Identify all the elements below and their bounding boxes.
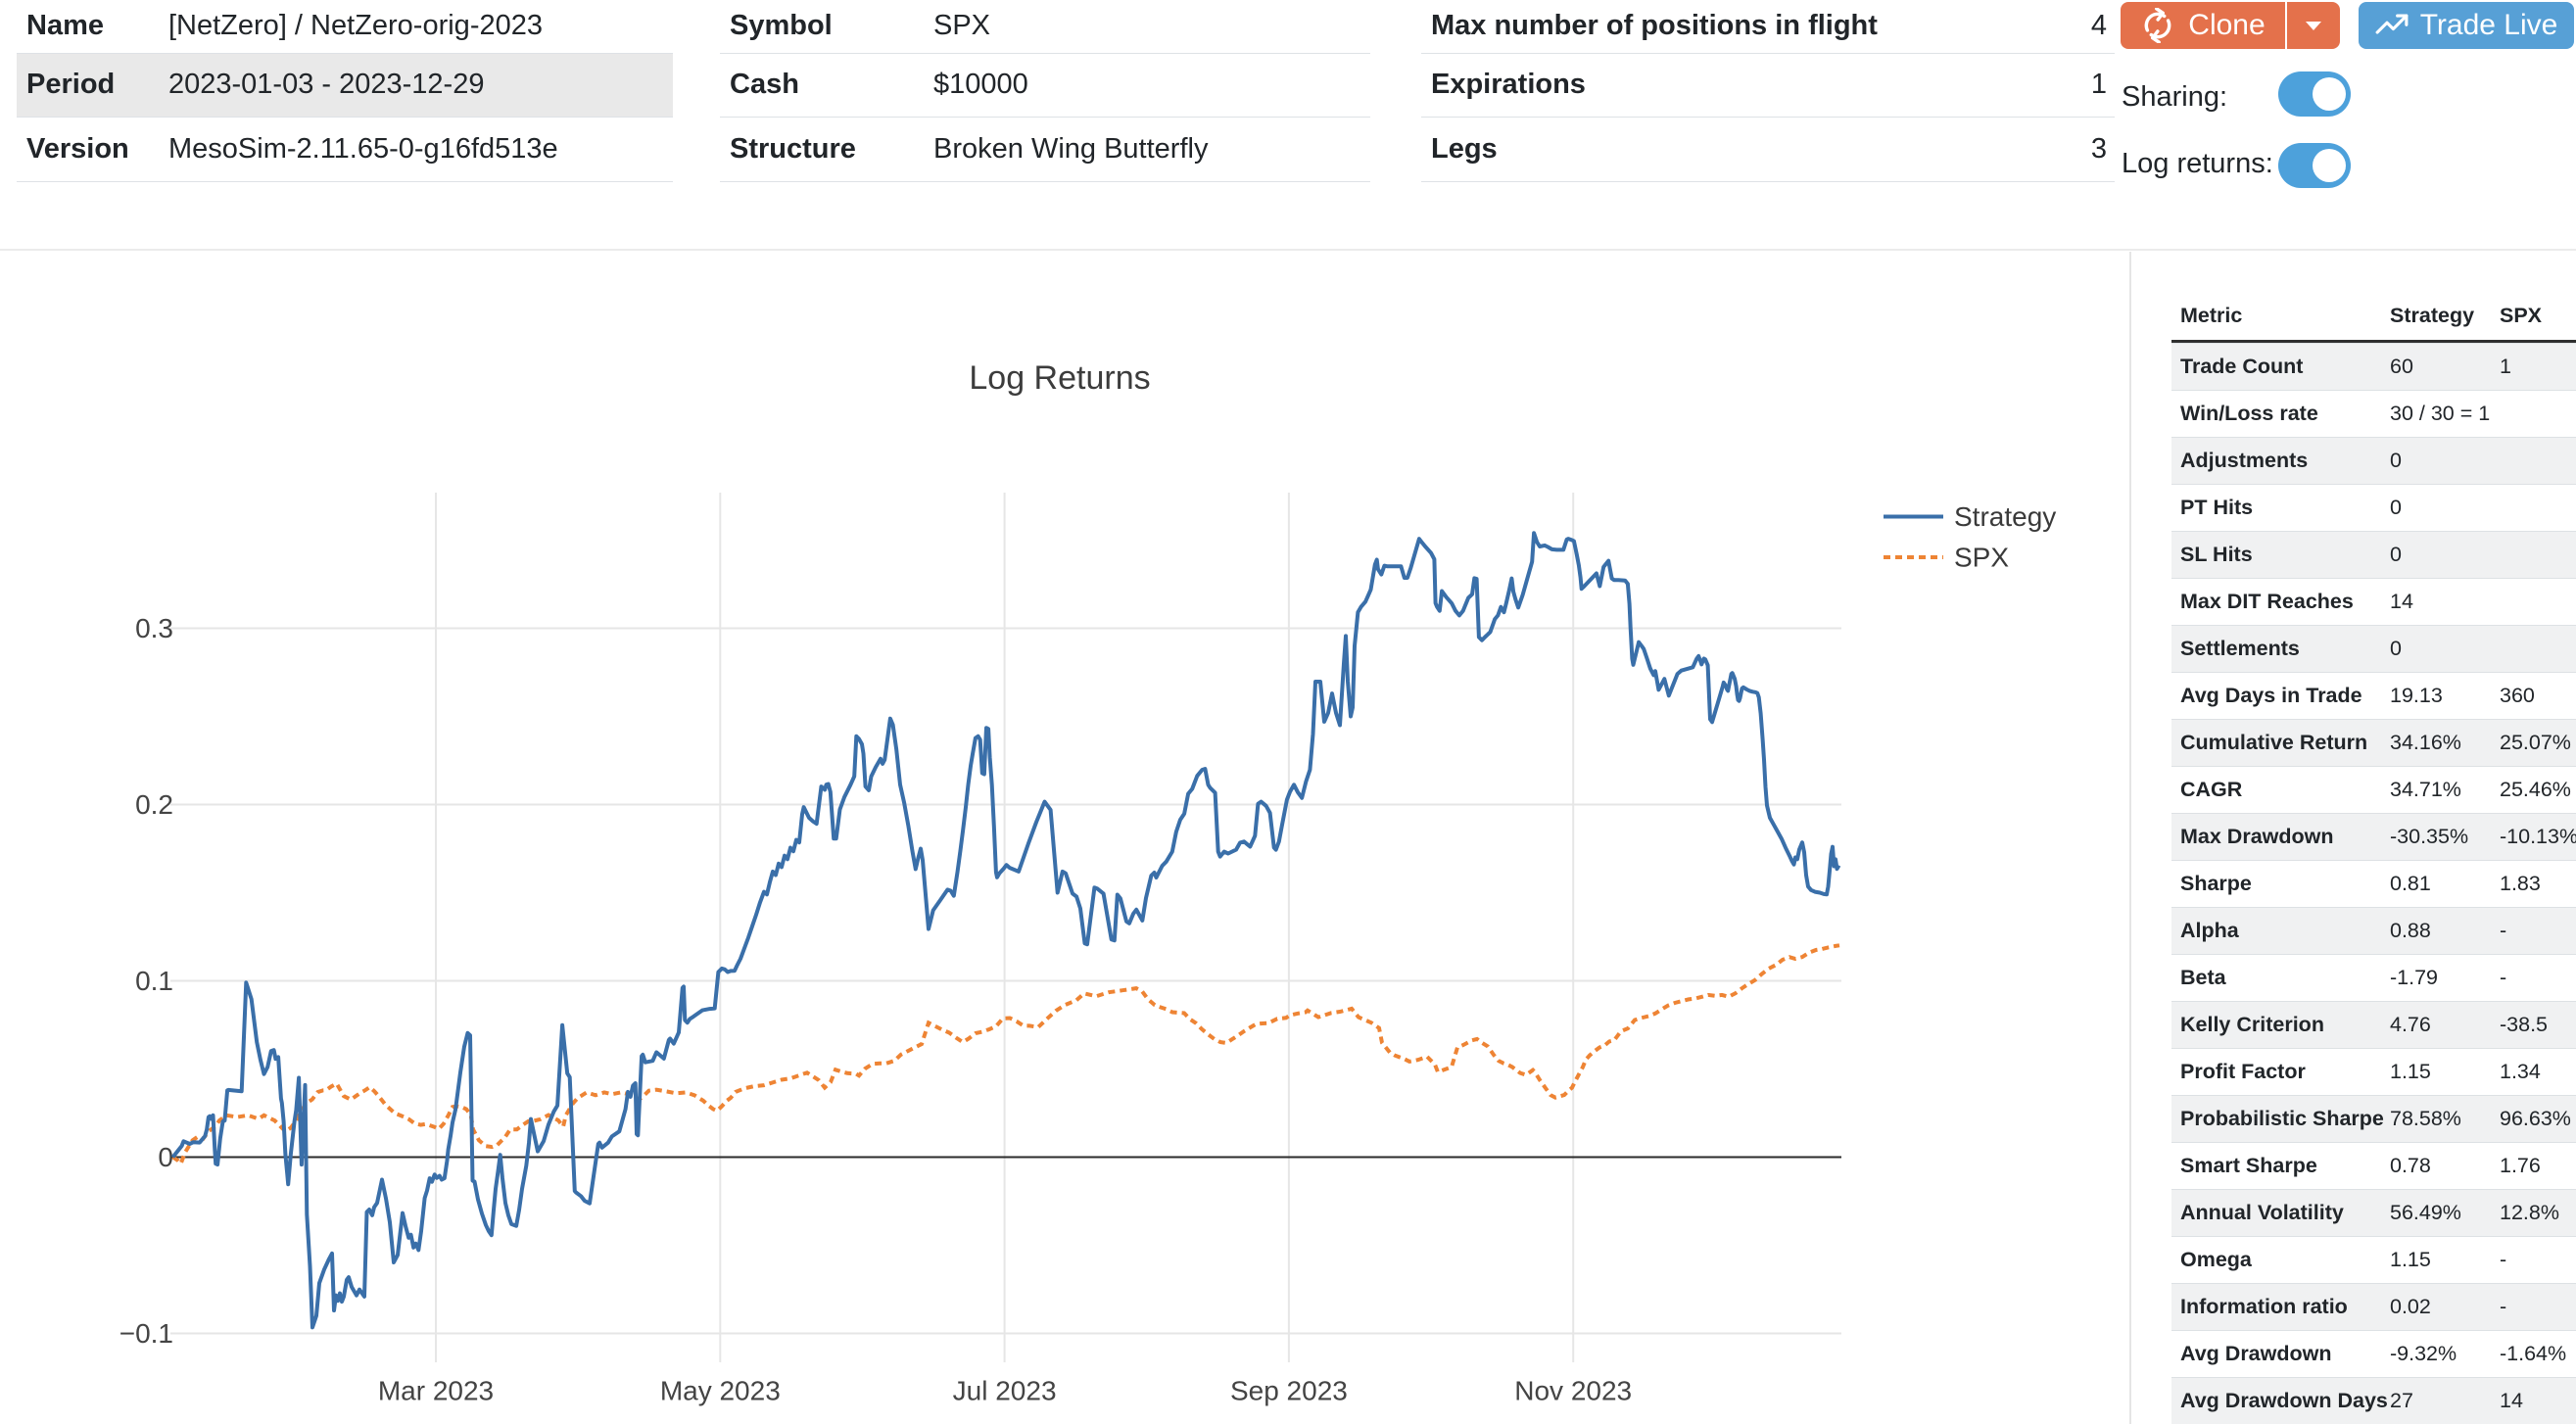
svg-text:0.1: 0.1 <box>135 966 173 996</box>
svg-text:SPX: SPX <box>1954 543 2009 573</box>
svg-text:−0.1: −0.1 <box>119 1318 173 1349</box>
svg-text:Sep 2023: Sep 2023 <box>1230 1376 1348 1406</box>
svg-text:Log Returns: Log Returns <box>969 359 1150 397</box>
svg-text:0.2: 0.2 <box>135 789 173 820</box>
svg-text:0: 0 <box>158 1142 173 1172</box>
svg-text:0.3: 0.3 <box>135 613 173 643</box>
svg-text:Strategy: Strategy <box>1954 501 2056 532</box>
svg-text:May 2023: May 2023 <box>660 1376 781 1406</box>
svg-text:Mar 2023: Mar 2023 <box>378 1376 494 1406</box>
svg-text:Jul 2023: Jul 2023 <box>953 1376 1057 1406</box>
svg-text:Nov 2023: Nov 2023 <box>1514 1376 1632 1406</box>
